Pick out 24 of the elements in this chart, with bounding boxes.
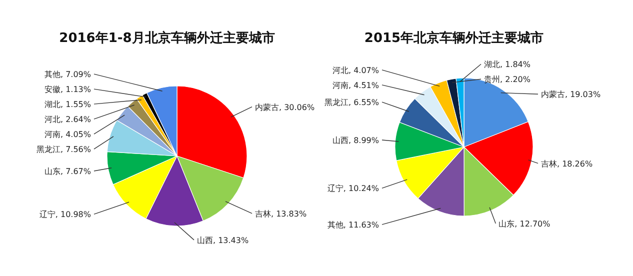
slice-label: 山西, 13.43% <box>197 236 249 245</box>
chart-title: 2015年北京车辆外迁主要城市 <box>364 30 544 46</box>
slice-label: 内蒙古, 19.03% <box>541 90 601 100</box>
slice-label: 黑龙江, 6.55% <box>324 98 380 108</box>
slice-label: 贵州, 2.20% <box>484 75 531 84</box>
slice-label: 其他, 11.63% <box>327 220 380 230</box>
slice-label: 吉林, 18.26% <box>541 159 593 168</box>
slice-label: 河南, 4.51% <box>332 80 380 90</box>
slice-label: 山西, 8.99% <box>332 136 380 146</box>
slice-label: 湖北, 1.84% <box>484 60 531 70</box>
slice-label: 湖北, 1.55% <box>44 100 92 110</box>
slice-label: 山东, 7.67% <box>44 167 92 176</box>
slice-label: 吉林, 13.83% <box>255 209 307 218</box>
chart-title: 2016年1-8月北京车辆外迁主要城市 <box>59 30 275 46</box>
slice-label: 河北, 2.64% <box>44 115 92 124</box>
slice-label: 河北, 4.07% <box>332 66 380 75</box>
slice-label: 其他, 7.09% <box>44 70 92 80</box>
slice-label: 内蒙古, 30.06% <box>255 102 315 112</box>
slice-label: 黑龙江, 7.56% <box>36 145 92 154</box>
slice-label: 辽宁, 10.98% <box>39 210 92 220</box>
slice-label: 河南, 4.05% <box>44 130 92 140</box>
slice-label: 安徽, 1.13% <box>44 85 92 94</box>
slice-label: 辽宁, 10.24% <box>327 184 380 194</box>
slice-label: 山东, 12.70% <box>498 219 551 228</box>
